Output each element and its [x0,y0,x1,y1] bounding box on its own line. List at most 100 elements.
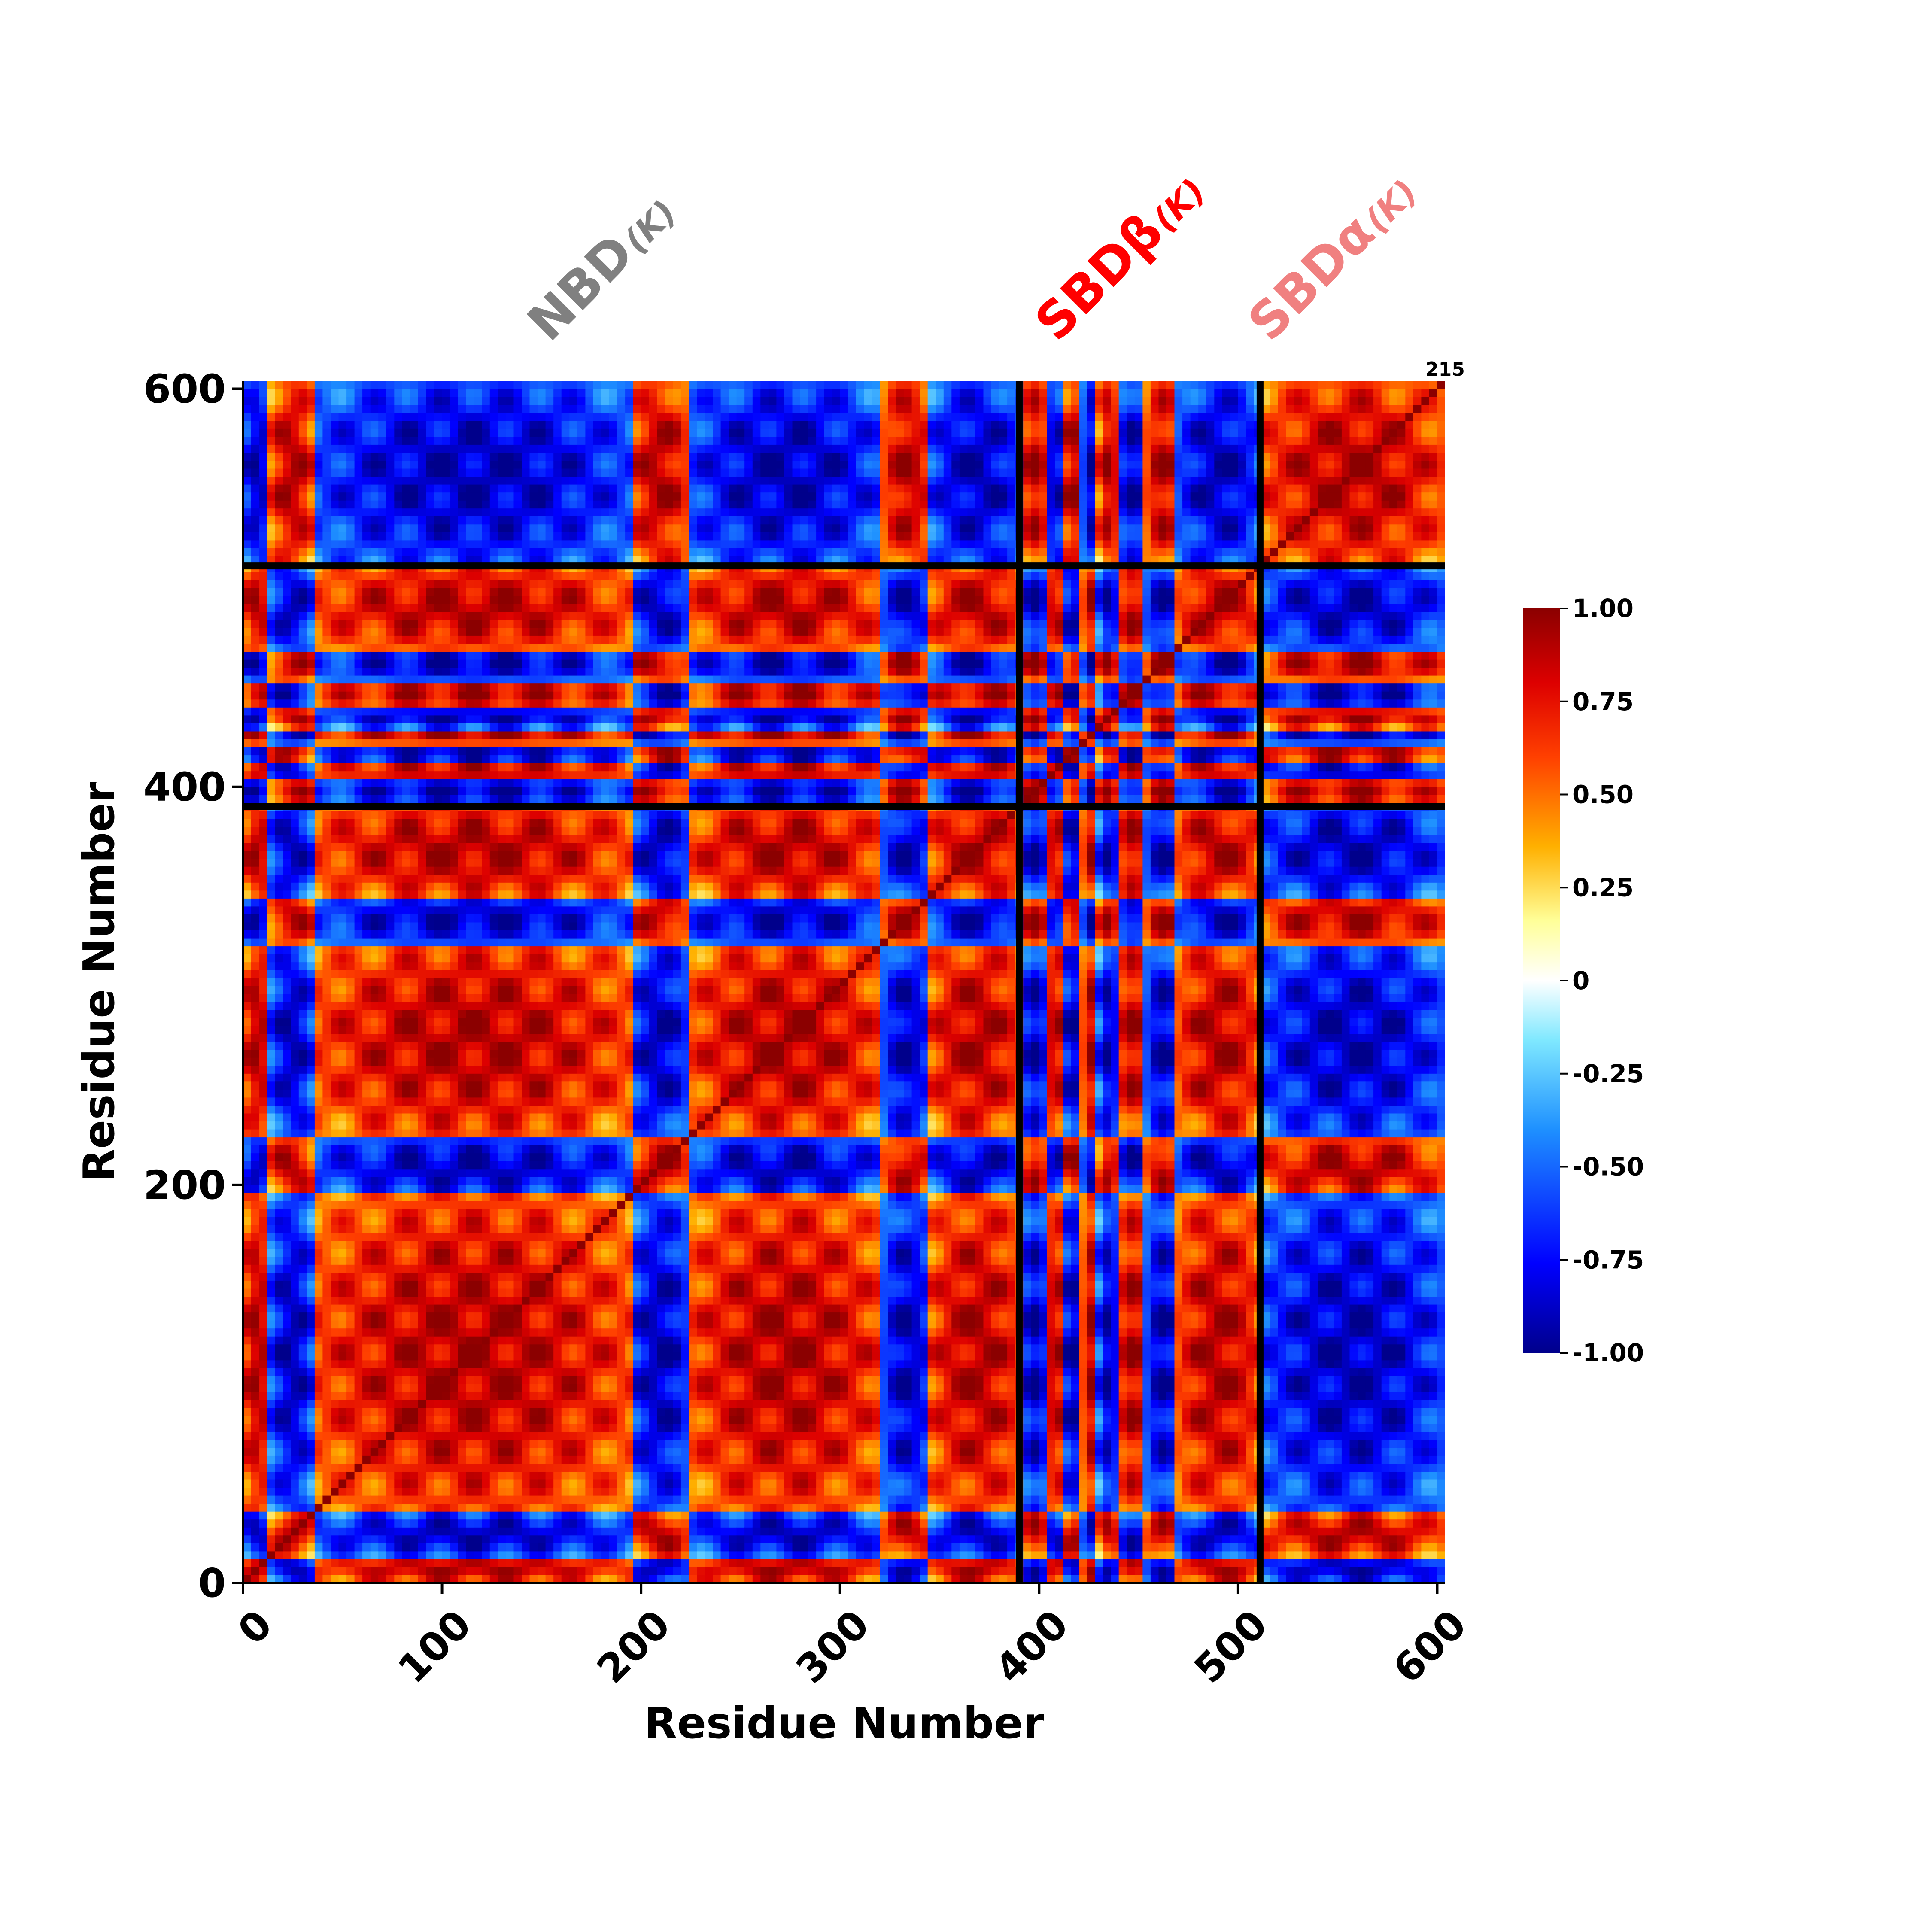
heatmap-cell [275,1559,283,1567]
heatmap-cell [275,1185,283,1193]
heatmap-cell [251,604,259,612]
heatmap-cell [251,428,259,437]
heatmap-cell [291,1511,299,1519]
heatmap-cell [251,468,259,477]
heatmap-cell [259,1050,267,1058]
heatmap-cell [259,1535,267,1543]
heatmap-cell [291,1034,299,1042]
heatmap-cell [291,1392,299,1400]
heatmap-cell [291,1002,299,1010]
heatmap-cell [275,771,283,779]
heatmap-cell [299,428,307,437]
heatmap-cell [275,659,283,668]
heatmap-cell [259,548,267,556]
heatmap-cell [291,771,299,779]
heatmap-cell [251,668,259,676]
heatmap-cell [251,1057,259,1066]
heatmap-cell [291,1257,299,1265]
heatmap-cell [283,1504,291,1512]
heatmap-cell [307,1495,315,1504]
heatmap-cell [291,1535,299,1543]
heatmap-cell [275,882,283,890]
heatmap-cell [267,890,275,899]
heatmap-cell [275,906,283,914]
heatmap-cell [251,484,259,492]
heatmap-cell [291,954,299,962]
heatmap-cell [291,508,299,516]
heatmap-cell [267,986,275,994]
heatmap-cell [291,1233,299,1241]
heatmap-cell [307,1551,315,1559]
heatmap-cell [275,1002,283,1010]
heatmap-cell [251,1113,259,1121]
heatmap-cell [251,938,259,946]
heatmap-cell [299,1384,307,1392]
heatmap-cell [291,500,299,508]
heatmap-cell [259,954,267,962]
heatmap-cell [299,1471,307,1479]
heatmap-cell [299,628,307,636]
heatmap-cell [259,1424,267,1432]
heatmap-cell [291,548,299,556]
heatmap-cell [291,1543,299,1551]
heatmap-cell [267,453,275,461]
heatmap-cell [275,604,283,612]
heatmap-cell [283,1567,291,1575]
heatmap-cell [275,1400,283,1408]
heatmap-cell [251,1511,259,1519]
heatmap-cell [275,500,283,508]
heatmap-cell [291,644,299,652]
heatmap-cell [251,1527,259,1535]
heatmap-cell [283,843,291,851]
heatmap-cell [283,866,291,875]
heatmap-cell [267,1448,275,1456]
heatmap-cell [299,1185,307,1193]
heatmap-cell [251,453,259,461]
heatmap-cell [299,635,307,644]
heatmap-cell [251,1328,259,1337]
heatmap-cell [267,1081,275,1090]
heatmap-cell [283,612,291,620]
heatmap-cell [291,635,299,644]
heatmap-cell [251,644,259,652]
heatmap-cell [307,1543,315,1551]
heatmap-cell [259,588,267,596]
heatmap-cell [275,1257,283,1265]
heatmap-cell [283,1320,291,1328]
heatmap-cell [251,1535,259,1543]
heatmap-cell [251,1217,259,1225]
heatmap-cell [267,675,275,683]
heatmap-cell [267,1042,275,1050]
heatmap-cell [291,922,299,930]
heatmap-cell [259,1145,267,1153]
heatmap-cell [259,1249,267,1257]
heatmap-cell [291,1097,299,1106]
heatmap-cell [275,1161,283,1169]
heatmap-cell [259,922,267,930]
heatmap-cell [251,1161,259,1169]
heatmap-cell [259,532,267,540]
heatmap-cell [283,1559,291,1567]
heatmap-cell [275,755,283,763]
heatmap-cell [275,1424,283,1432]
heatmap-cell [299,1424,307,1432]
heatmap-cell [299,1488,307,1496]
heatmap-cell [267,795,275,803]
heatmap-cell [299,1400,307,1408]
heatmap-cell [283,1495,291,1504]
heatmap-cell [291,1352,299,1360]
heatmap-cell [283,1543,291,1551]
heatmap-cell [251,1273,259,1281]
heatmap-cell [251,1249,259,1257]
heatmap-cell [275,1169,283,1177]
heatmap-cell [259,970,267,978]
heatmap-cell [299,1448,307,1456]
heatmap-cell [283,795,291,803]
heatmap-cell [267,1185,275,1193]
heatmap-cell [259,635,267,644]
heatmap-cell [259,1304,267,1312]
heatmap-cell [259,731,267,739]
heatmap-cell [267,604,275,612]
heatmap-cell [267,668,275,676]
heatmap-cell [259,1567,267,1575]
